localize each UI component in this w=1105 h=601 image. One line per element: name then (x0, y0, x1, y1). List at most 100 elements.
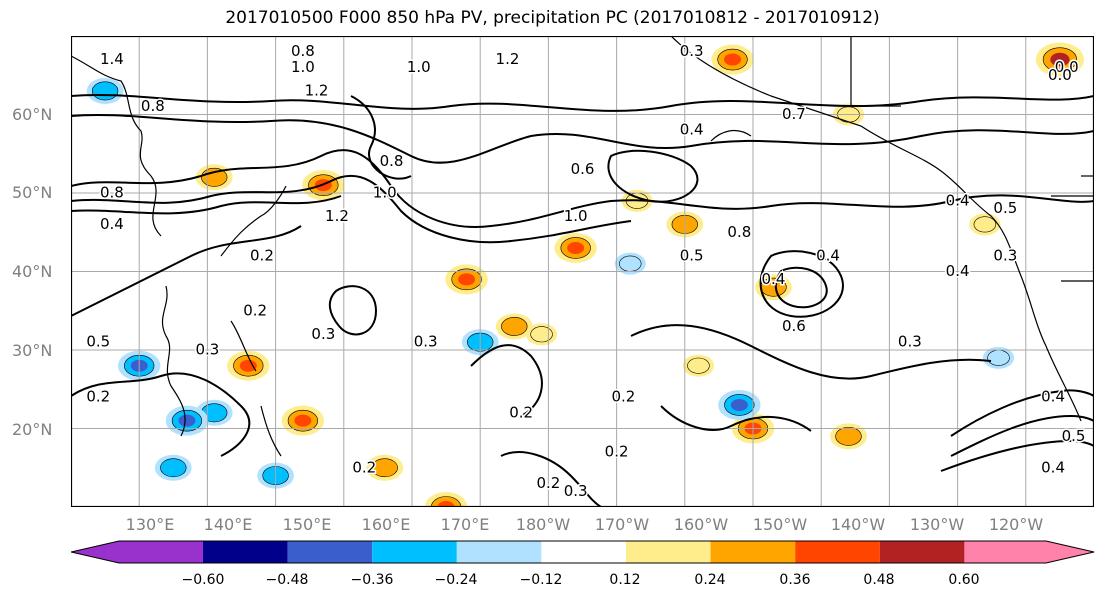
contour-label: 0.4 (762, 270, 786, 288)
colorbar-tick-label: 0.12 (609, 572, 641, 588)
lon-label-170e: 170°E (440, 515, 490, 534)
contour-label: 0.3 (680, 42, 704, 60)
coastlines (71, 36, 1094, 457)
colorbar-segment (626, 541, 711, 563)
contour-label: 0.3 (993, 246, 1017, 264)
contour-label: 0.7 (782, 105, 806, 123)
map-panel: 1.40.80.81.01.21.0 1.2 0.30.40.70.81.01.20… (71, 36, 1094, 507)
lon-label-150e: 150°E (282, 515, 332, 534)
colorbar (71, 540, 1095, 564)
precip-anomaly-core (567, 241, 585, 254)
contour-label: 0.4 (946, 191, 970, 209)
contour-label: 0.5 (86, 333, 110, 351)
lon-label-160w: 160°W (673, 515, 729, 534)
precip-anomaly-core (239, 359, 257, 372)
colorbar-segment (456, 541, 542, 563)
precip-anomaly-mid (530, 326, 553, 343)
precip-anomaly-mid (501, 317, 528, 336)
colorbar-tick-label: −0.60 (181, 572, 225, 588)
precip-anomaly-mid (987, 349, 1010, 366)
precip-anomaly-mid (91, 81, 119, 101)
contour-label: 0.2 (250, 246, 274, 264)
lat-label-20n: 20°N (12, 420, 53, 439)
precip-anomaly-core (458, 273, 476, 286)
colorbar-tick-label: 0.24 (694, 572, 726, 588)
precip-anomaly-mid (835, 426, 862, 446)
colorbar-tick-label: 0.48 (863, 572, 895, 588)
contour-label: 0.4 (946, 262, 970, 280)
contour-label: 0.4 (1041, 388, 1065, 406)
lon-label-120w: 120°W (988, 515, 1044, 534)
graticule (71, 36, 1094, 507)
precip-anomaly-core (437, 501, 455, 507)
map-frame (71, 36, 1094, 507)
contour-label: 0.2 (243, 301, 267, 319)
colorbar-tick-label: −0.24 (434, 572, 478, 588)
lon-label-180w: 180°W (515, 515, 571, 534)
contour-label: 0.8 (727, 223, 751, 241)
contour-label: 1.2 (325, 207, 349, 225)
contour-label: 0.5 (993, 199, 1017, 217)
lat-label-30n: 30°N (12, 341, 53, 360)
contour-label: 0.3 (898, 333, 922, 351)
contour-label: 0.2 (536, 474, 560, 492)
precip-anomaly-mid (687, 357, 710, 374)
map-title: 2017010500 F000 850 hPa PV, precipitatio… (225, 8, 880, 28)
contour-label: 1.0 (373, 184, 397, 202)
precip-anomaly-core (724, 53, 742, 66)
precip-anomaly-mid (619, 255, 642, 272)
contour-label: 0.8 (291, 42, 315, 60)
contour-label: 0.4 (100, 215, 124, 233)
lon-label-160e: 160°E (361, 515, 411, 534)
lon-label-130e: 130°E (125, 515, 175, 534)
contour-label: 0.4 (816, 246, 840, 264)
precip-anomaly-mid (973, 216, 997, 233)
lon-label-140w: 140°W (830, 515, 886, 534)
contour-label: 0.2 (352, 458, 376, 476)
contour-label: 0.3 (195, 341, 219, 359)
contour-label: 1.0 (407, 58, 431, 76)
contour-label: 1.2 (305, 81, 329, 99)
contour-label: 1.0 (291, 58, 315, 76)
contour-label: 0.2 (605, 443, 629, 461)
contour-label: 1.4 (100, 50, 124, 68)
lon-label-130w: 130°W (909, 515, 965, 534)
colorbar-segment (795, 541, 880, 563)
precip-anomaly-core (1050, 52, 1070, 67)
contour-label: 0.6 (782, 317, 806, 335)
contour-label: 0.5 (1062, 427, 1086, 445)
contour-label: 0.4 (1041, 458, 1065, 476)
contour-label: 0.2 (611, 388, 635, 406)
lat-label-40n: 40°N (12, 262, 53, 281)
colorbar-outline (71, 540, 1095, 564)
contour-label: 0.3 (414, 333, 438, 351)
contour-label: 0.2 (86, 388, 110, 406)
lon-label-140e: 140°E (203, 515, 253, 534)
contour-label: 1.2 (496, 50, 520, 68)
contour-label: 0.8 (141, 97, 165, 115)
lon-label-170w: 170°W (594, 515, 650, 534)
contour-labels: 1.40.80.81.01.21.0 1.2 0.30.40.70.81.01.20… (85, 41, 1087, 502)
contour-label: 0.8 (100, 184, 124, 202)
precip-anomaly-core (294, 414, 312, 427)
colorbar-segment (879, 541, 965, 563)
colorbar-segment (203, 541, 288, 563)
colorbar-segment (71, 541, 203, 563)
colorbar-segment (710, 541, 796, 563)
contour-label: 0.6 (571, 160, 595, 178)
colorbar-segment (964, 541, 1094, 563)
lon-label-150w: 150°W (752, 515, 808, 534)
colorbar-tick-label: 0.36 (779, 572, 811, 588)
pv-contours (71, 93, 1094, 507)
contour-label: 0.0 (1048, 66, 1072, 84)
precip-anomaly-core (178, 414, 196, 427)
precip-anomaly-core (730, 398, 748, 411)
colorbar-tick-label: −0.36 (350, 572, 394, 588)
precip-anomaly-mid (371, 458, 398, 478)
contour-label: 0.3 (564, 482, 588, 500)
contour-label: 0.0 (1055, 58, 1079, 76)
contour-label: 0.3 (311, 325, 335, 343)
colorbar-tick-label: 0.60 (948, 572, 980, 588)
precip-anomaly-mid (160, 458, 187, 478)
contour-label: 0.5 (680, 246, 704, 264)
